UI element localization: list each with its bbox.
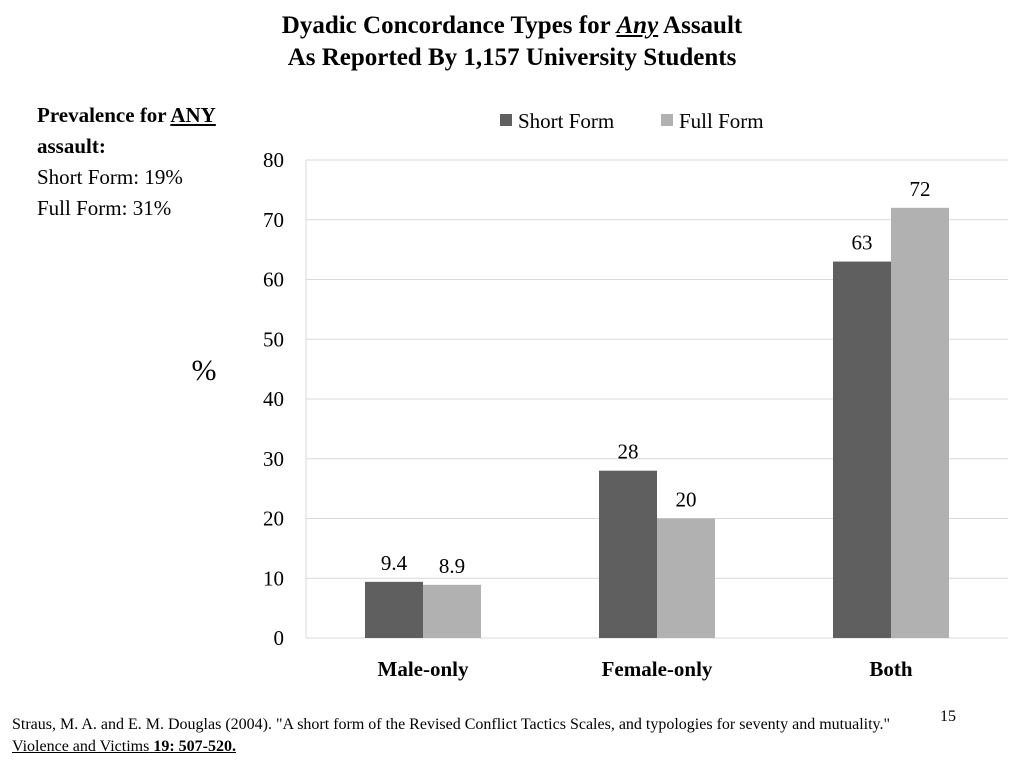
data-label-female-only-short-form: 28 — [618, 440, 639, 464]
prevalence-full-form: Full Form: 31% — [37, 196, 172, 220]
y-tick-label-50: 50 — [263, 327, 284, 351]
title-line-1-before: Dyadic Concordance Types for — [281, 12, 617, 39]
citation-text: Straus, M. A. and E. M. Douglas (2004). … — [12, 716, 891, 733]
y-tick-label-0: 0 — [274, 626, 285, 650]
title-line-1: Dyadic Concordance Types for Any Assault — [0, 10, 1024, 42]
bar-both-full-form — [891, 207, 949, 639]
prevalence-heading-before: Prevalence for — [37, 103, 171, 127]
y-tick-label-10: 10 — [263, 566, 284, 590]
legend-label-short-form: Short Form — [518, 109, 614, 133]
legend-label-full-form: Full Form — [679, 109, 764, 133]
prevalence-note: Prevalence for ANY assault: Short Form: 1… — [37, 100, 277, 224]
y-tick-label-30: 30 — [263, 447, 284, 471]
bar-male-only-full-form — [423, 584, 481, 638]
data-label-male-only-full-form: 8.9 — [439, 554, 465, 578]
bar-male-only-short-form — [365, 581, 423, 638]
y-tick-label-70: 70 — [263, 208, 284, 232]
y-tick-label-40: 40 — [263, 387, 284, 411]
bar-female-only-short-form — [599, 470, 657, 638]
legend: Short Form Full Form — [500, 109, 764, 133]
title-line-1-after: Assault — [658, 12, 743, 39]
slide-title: Dyadic Concordance Types for Any Assault… — [0, 10, 1024, 74]
y-axis-label: % — [192, 354, 217, 387]
prevalence-heading-after: assault: — [37, 134, 106, 158]
prevalence-heading: Prevalence for ANY assault: — [37, 100, 277, 162]
data-label-female-only-full-form: 20 — [676, 488, 697, 512]
category-label-male-only: Male-only — [378, 657, 469, 681]
y-tick-label-20: 20 — [263, 507, 284, 531]
prevalence-short-form: Short Form: 19% — [37, 165, 183, 189]
category-labels: Male-only Female-only Both — [378, 657, 913, 681]
legend-swatch-short-form — [500, 114, 512, 126]
bar-female-only-full-form — [657, 518, 715, 638]
citation-volume: 19: 507-520. — [153, 738, 236, 755]
prevalence-heading-emphasis: ANY — [170, 103, 216, 127]
data-label-both-full-form: 72 — [910, 177, 931, 201]
title-emphasis: Any — [616, 12, 659, 39]
category-label-female-only: Female-only — [602, 657, 713, 681]
data-label-male-only-short-form: 9.4 — [381, 551, 408, 575]
page-number: 15 — [940, 708, 956, 725]
citation-journal: Violence and Victims — [12, 738, 150, 755]
data-labels: 9.4 8.9 28 20 63 72 — [381, 177, 931, 578]
citation-journal-link: Violence and Victims 19: 507-520. — [12, 738, 236, 755]
title-line-2: As Reported By 1,157 University Students — [287, 44, 737, 71]
bar-both-short-form — [833, 261, 891, 638]
y-tick-label-60: 60 — [263, 268, 284, 292]
bars — [365, 207, 949, 639]
data-label-both-short-form: 63 — [852, 231, 873, 255]
legend-swatch-full-form — [661, 114, 673, 126]
category-label-both: Both — [869, 657, 913, 681]
y-tick-labels: 0 10 20 30 40 50 60 70 80 — [263, 148, 284, 650]
source-citation: Straus, M. A. and E. M. Douglas (2004). … — [12, 714, 932, 758]
y-tick-label-80: 80 — [263, 148, 284, 172]
